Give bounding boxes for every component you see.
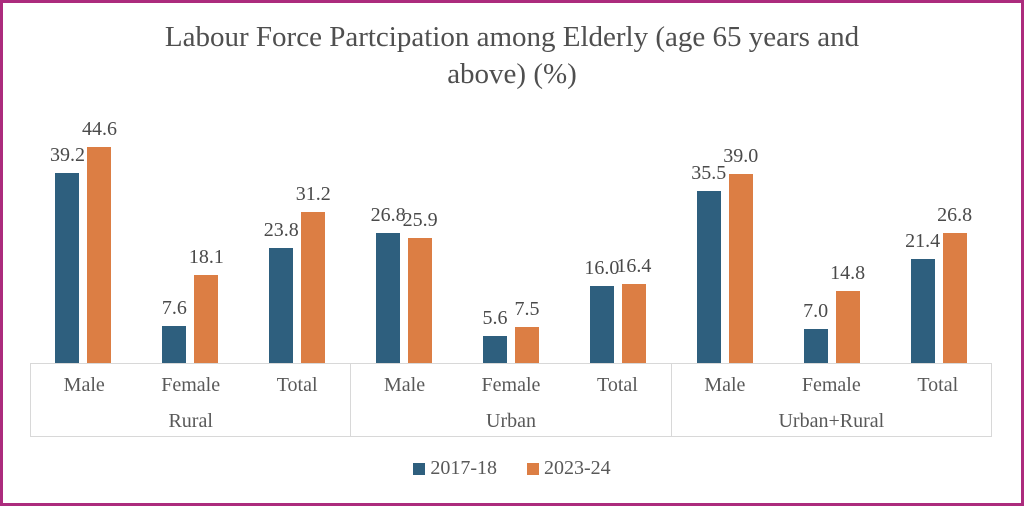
bar-2023-24-rural-male: 44.6: [82, 118, 117, 363]
bar-value-label: 31.2: [295, 182, 331, 205]
bars-cell-rural-female: 7.6 18.1: [137, 133, 244, 363]
bar-2023-24-urban-rural-male: 39.0: [723, 145, 758, 363]
bar-value-label: 7.5: [514, 297, 540, 320]
bar-value-label: 23.8: [263, 218, 299, 241]
group-label-rural: Rural: [168, 409, 213, 432]
bar-value-label: 21.4: [905, 230, 941, 253]
bar-2017-18-urban-male: 26.8: [371, 204, 406, 363]
category-label-urban-rural-male: Male: [704, 373, 746, 396]
bar-2023-24-rural-total: 31.2: [296, 183, 331, 363]
bars-cell-urban-total: 16.0 16.4: [564, 133, 671, 363]
bar-value-label: 16.4: [616, 254, 652, 277]
bar-value-label: 44.6: [81, 118, 117, 140]
bar-2017-18-rural-female: 7.6: [162, 297, 187, 363]
bar-2017-18-urban-rural-total: 21.4: [905, 230, 940, 363]
group-label-urban-rural: Urban+Rural: [778, 409, 885, 432]
category-label-row: Male Female Total: [672, 364, 991, 406]
category-label-urban-rural-total: Total: [917, 373, 959, 396]
axis-group-urban: Male Female Total Urban: [350, 364, 670, 436]
chart-title-line-2: above) (%): [447, 58, 577, 90]
bar-2017-18-urban-rural-male: 35.5: [691, 162, 726, 363]
bars-cell-urban-rural-female: 7.0 14.8: [778, 133, 885, 363]
bar-2017-18-urban-rural-female: 7.0: [803, 300, 828, 363]
bars-cell-urban-male: 26.8 25.9: [351, 133, 458, 363]
category-label-row: Male Female Total: [31, 364, 350, 406]
legend-swatch-2023-24-icon: [527, 462, 539, 475]
category-label-row: Male Female Total: [351, 364, 670, 406]
plot-area: 39.2 44.6 7.6 18.1 23.8 31.2 26.8 25.9 5.6 7.5 16.…: [30, 118, 992, 437]
bars-cell-rural-total: 23.8 31.2: [244, 133, 351, 363]
legend-swatch-2017-18-icon: [413, 462, 426, 475]
bars-group-urban: 26.8 25.9 5.6 7.5 16.0 16.4: [351, 133, 672, 363]
bar-2017-18-rural-male: 39.2: [50, 144, 85, 363]
legend-label-2017-18: 2017-18: [430, 457, 497, 479]
bar-2017-18-urban-female: 5.6: [483, 307, 508, 363]
legend-label-2023-24: 2023-24: [544, 457, 611, 479]
category-label-urban-male: Male: [384, 373, 426, 396]
bar-value-label: 39.0: [723, 145, 759, 168]
bars-row: 39.2 44.6 7.6 18.1 23.8 31.2 26.8 25.9 5.6 7.5 16.…: [30, 118, 992, 363]
bar-2023-24-urban-male: 25.9: [403, 209, 438, 363]
bar-2017-18-urban-total: 16.0: [584, 257, 619, 363]
bar-value-label: 39.2: [49, 144, 85, 167]
bar-value-label: 14.8: [830, 262, 866, 285]
axis-group-urban-rural: Male Female Total Urban+Rural: [670, 364, 991, 436]
bars-cell-urban-female: 5.6 7.5: [458, 133, 565, 363]
bars-cell-urban-rural-total: 21.4 26.8: [885, 133, 992, 363]
bars-cell-urban-rural-male: 35.5 39.0: [671, 133, 778, 363]
bar-value-label: 7.6: [161, 297, 187, 320]
category-label-urban-total: Total: [597, 373, 638, 396]
bars-cell-rural-male: 39.2 44.6: [30, 118, 137, 363]
bar-value-label: 5.6: [482, 306, 508, 329]
bar-2023-24-urban-total: 16.4: [616, 255, 651, 363]
axis-group-rural: Male Female Total Rural: [31, 364, 350, 436]
bar-value-label: 7.0: [803, 300, 829, 323]
category-label-rural-total: Total: [276, 373, 318, 396]
bar-2023-24-rural-female: 18.1: [189, 246, 224, 363]
bar-value-label: 26.8: [370, 204, 406, 227]
legend-item-2017-18: 2017-18: [413, 457, 497, 480]
bar-value-label: 35.5: [691, 162, 727, 185]
bars-group-rural: 39.2 44.6 7.6 18.1 23.8 31.2: [30, 118, 351, 363]
bars-group-urban-rural: 35.5 39.0 7.0 14.8 21.4 26.8: [671, 133, 992, 363]
bar-value-label: 16.0: [584, 256, 620, 279]
bar-value-label: 26.8: [937, 204, 973, 227]
bar-2023-24-urban-rural-female: 14.8: [830, 262, 865, 363]
category-label-urban-female: Female: [481, 373, 541, 396]
category-label-rural-male: Male: [63, 373, 105, 396]
bar-value-label: 25.9: [402, 208, 438, 231]
legend-item-2023-24: 2023-24: [527, 457, 611, 480]
bar-value-label: 18.1: [188, 246, 224, 269]
bar-2017-18-rural-total: 23.8: [264, 219, 299, 363]
chart-title: Labour Force Partcipation among Elderly …: [63, 19, 961, 93]
group-label-urban: Urban: [486, 409, 536, 432]
bar-2023-24-urban-rural-total: 26.8: [937, 204, 972, 363]
category-label-rural-female: Female: [161, 373, 221, 396]
legend: 2017-18 2023-24: [3, 457, 1021, 480]
x-axis-band: Male Female Total Rural Male Female Total Urban…: [30, 363, 992, 437]
chart-title-line-1: Labour Force Partcipation among Elderly …: [164, 21, 860, 53]
bar-2023-24-urban-female: 7.5: [515, 298, 540, 363]
category-label-urban-rural-female: Female: [801, 373, 861, 396]
